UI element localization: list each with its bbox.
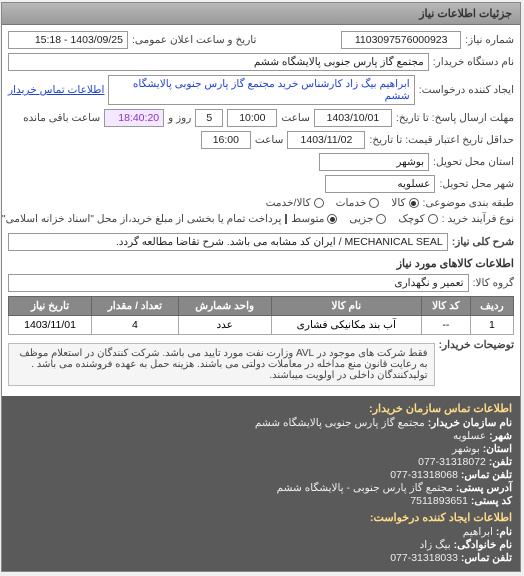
table-header: ردیف (471, 297, 514, 316)
form-area: شماره نیاز: 1103097576000923 تاریخ و ساع… (3, 25, 521, 396)
city: عسلویه (326, 175, 436, 193)
ct-name: ابراهیم (464, 526, 494, 538)
ct-family: بیگ زاد (421, 539, 452, 551)
deadline-label: مهلت ارسال پاسخ: تا تاریخ: (397, 112, 515, 124)
radio-kala[interactable]: کالا (392, 197, 419, 209)
ct-fax: 31318068-077 (391, 469, 459, 481)
time-label-2: ساعت (256, 134, 285, 146)
validity-label: حداقل تاریخ اعتبار قیمت: تا تاریخ: (370, 134, 515, 146)
radio-kalakhadamat[interactable]: کالا/خدمت (267, 197, 325, 209)
table-cell: -- (422, 316, 471, 335)
table-cell: 1 (471, 316, 514, 335)
req-contact-title: اطلاعات ایجاد کننده درخواست: (11, 511, 513, 524)
ct-tel: 31318072-077 (419, 456, 487, 468)
details-panel: جزئیات اطلاعات نیاز شماره نیاز: 11030975… (2, 2, 522, 572)
radio-jozii[interactable]: جزیی (350, 213, 387, 225)
radio-khadamat[interactable]: خدمات (337, 197, 381, 209)
radio-dot-icon (410, 198, 420, 208)
ct-addr: مجتمع گاز پارس جنوبی - پالایشگاه ششم (278, 482, 454, 494)
time-left: 18:40:20 (105, 109, 165, 127)
ct-org-label: نام سازمان خریدار: (429, 417, 513, 429)
deadline-time: 10:00 (228, 109, 278, 127)
radio-empty-icon (370, 198, 380, 208)
creator-label: ایجاد کننده درخواست: (420, 84, 515, 96)
buyer-org-label: نام دستگاه خریدار: (434, 56, 515, 68)
contact-section: اطلاعات تماس سازمان خریدار: نام سازمان خ… (3, 396, 521, 571)
req-number-label: شماره نیاز: (466, 34, 515, 46)
need-desc-label: شرح کلی نیاز: (453, 236, 515, 248)
ct-tel2-label: تلفن تماس: (462, 552, 513, 564)
process-label: نوع فرآیند خرید : (443, 213, 515, 225)
days-left: 5 (196, 109, 224, 127)
validity-date: 1403/11/02 (288, 131, 366, 149)
contact-title: اطلاعات تماس سازمان خریدار: (11, 402, 513, 415)
table-cell: آب بند مکانیکی فشاری (272, 316, 422, 335)
table-cell: عدد (179, 316, 272, 335)
panel-title: جزئیات اطلاعات نیاز (3, 3, 521, 25)
ct-prov-label: استان: (484, 443, 513, 455)
table-row: 1--آب بند مکانیکی فشاریعدد41403/11/01 (10, 316, 515, 335)
table-header: تاریخ نیاز (10, 297, 93, 316)
ct-city: عسلویه (454, 430, 487, 442)
time-left-text: ساعت باقی مانده (24, 112, 101, 124)
province: بوشهر (320, 153, 430, 171)
days-text: روز و (169, 112, 192, 124)
contact-link[interactable]: اطلاعات تماس خریدار (9, 84, 105, 96)
goods-group-label: گروه کالا: (474, 277, 515, 289)
category-label: طبقه بندی موضوعی: (424, 197, 515, 209)
ct-family-label: نام خانوادگی: (455, 539, 513, 551)
ct-prov: بوشهر (453, 443, 481, 455)
ct-post-label: کد پستی: (472, 495, 513, 507)
payment-note: پرداخت تمام یا بخشی از مبلغ خرید،از محل … (0, 213, 282, 225)
announce-value: 1403/09/25 - 15:18 (9, 31, 129, 49)
province-label: استان محل تحویل: (434, 156, 515, 168)
deadline-date: 1403/10/01 (315, 109, 393, 127)
category-radio-group: کالا خدمات کالا/خدمت (267, 197, 420, 209)
ct-fax-label: تلفن تماس: (462, 469, 513, 481)
ct-post: 7511893651 (411, 495, 469, 507)
buyer-note: فقط شرکت های موجود در AVL وزارت نفت مورد… (9, 343, 436, 386)
ct-city-label: شهر: (490, 430, 513, 442)
ct-tel2: 31318033-077 (391, 552, 459, 564)
table-header: کد کالا (422, 297, 471, 316)
time-label-1: ساعت (282, 112, 311, 124)
radio-motavaset[interactable]: متوسط (292, 213, 338, 225)
table-header: نام کالا (272, 297, 422, 316)
table-header: واحد شمارش (179, 297, 272, 316)
ct-tel-label: تلفن: (490, 456, 513, 468)
table-cell: 4 (93, 316, 180, 335)
radio-dot-icon (328, 214, 338, 224)
announce-label: تاریخ و ساعت اعلان عمومی: (133, 34, 257, 46)
ct-name-label: نام: (497, 526, 513, 538)
need-desc: MECHANICAL SEAL / ایران کد مشابه می باشد… (9, 233, 449, 251)
process-radio-group: کوچک جزیی متوسط (292, 213, 438, 225)
goods-section-title: اطلاعات کالاهای مورد نیاز (9, 257, 515, 270)
table-header: تعداد / مقدار (93, 297, 180, 316)
ct-org: مجتمع گاز پارس جنوبی پالایشگاه ششم (256, 417, 426, 429)
radio-kuchak[interactable]: کوچک (399, 213, 438, 225)
table-cell: 1403/11/01 (10, 316, 93, 335)
buyer-note-label: توضیحات خریدار: (440, 339, 515, 351)
creator: ابراهیم بیگ زاد کارشناس خرید مجتمع گاز پ… (109, 75, 415, 105)
req-number: 1103097576000923 (342, 31, 462, 49)
goods-group: تعمیر و نگهداری (9, 274, 470, 292)
radio-empty-icon (315, 198, 325, 208)
radio-empty-icon (429, 214, 439, 224)
ct-addr-label: آدرس پستی: (457, 482, 513, 494)
payment-checkbox[interactable] (286, 214, 288, 224)
city-label: شهر محل تحویل: (440, 178, 515, 190)
radio-empty-icon (377, 214, 387, 224)
buyer-org: مجتمع گاز پارس جنوبی پالایشگاه ششم (9, 53, 430, 71)
items-table: ردیفکد کالانام کالاواحد شمارشتعداد / مقد… (9, 296, 515, 335)
validity-time: 16:00 (202, 131, 252, 149)
